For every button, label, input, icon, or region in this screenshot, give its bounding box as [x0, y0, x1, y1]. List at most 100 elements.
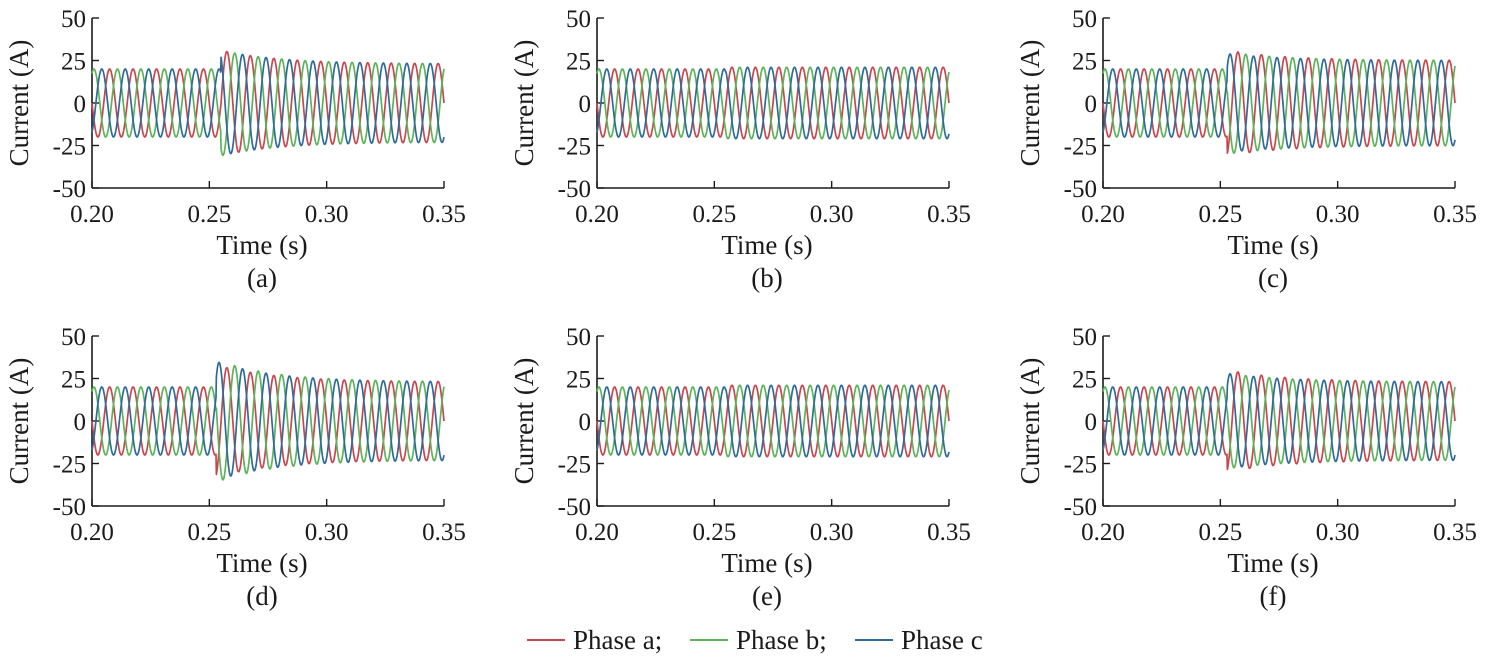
x-tick-label: 0.25 — [692, 201, 736, 228]
x-tick-label: 0.25 — [692, 519, 736, 546]
x-tick-label: 0.25 — [1198, 201, 1242, 228]
x-axis-label: Time (s) — [1227, 548, 1318, 578]
x-tick-label: 0.30 — [305, 201, 349, 228]
y-tick-label: 50 — [1072, 324, 1097, 351]
x-tick-label: 0.20 — [575, 201, 619, 228]
series-line-phase-b — [1102, 53, 1456, 154]
x-axis-label: Time (s) — [216, 230, 307, 260]
y-tick-label: -50 — [53, 176, 86, 203]
series-line-phase-c — [596, 384, 950, 458]
x-axis-label: Time (s) — [721, 548, 812, 578]
y-tick-label: 25 — [61, 49, 86, 76]
y-axis-label: Current (A) — [4, 40, 34, 167]
panel-label: (e) — [752, 581, 782, 611]
y-axis-label: Current (A) — [509, 358, 539, 485]
panel-label: (d) — [246, 581, 277, 611]
x-tick-label: 0.20 — [70, 519, 114, 546]
chart-panel-a: 50 25 0 -25 -500.20 0.25 0.30 0.35 Time (s) Curre… — [4, 6, 466, 293]
x-tick-label: 0.25 — [1198, 519, 1242, 546]
series-line-phase-c — [1102, 372, 1456, 468]
y-tick-label: -50 — [1064, 494, 1097, 521]
series-line-phase-a — [91, 50, 445, 154]
y-tick-label: 25 — [566, 367, 591, 394]
panel-label: (a) — [247, 263, 277, 293]
series-line-phase-c — [1102, 53, 1456, 152]
x-axis-label: Time (s) — [216, 548, 307, 578]
x-tick-label: 0.35 — [422, 201, 466, 228]
y-tick-label: -50 — [558, 176, 591, 203]
chart-panel-f: 50 25 0 -25 -500.20 0.25 0.30 0.35 Time (s) Curre… — [1015, 324, 1477, 611]
y-tick-label: -25 — [1064, 134, 1097, 161]
x-tick-label: 0.35 — [1433, 201, 1477, 228]
x-tick-label: 0.35 — [422, 519, 466, 546]
x-tick-label: 0.20 — [70, 201, 114, 228]
y-tick-label: 0 — [1085, 409, 1098, 436]
y-tick-label: 50 — [61, 324, 86, 351]
panel-label: (f) — [1260, 581, 1287, 611]
y-axis-label: Current (A) — [1015, 358, 1045, 485]
y-tick-label: 25 — [1072, 49, 1097, 76]
y-tick-label: 50 — [566, 324, 591, 351]
y-tick-label: 50 — [61, 6, 86, 33]
series-line-phase-b — [91, 52, 445, 157]
x-tick-label: 0.30 — [305, 519, 349, 546]
y-tick-label: -25 — [53, 134, 86, 161]
y-tick-label: -25 — [558, 134, 591, 161]
legend-label-phase-c: Phase c — [901, 625, 983, 655]
y-tick-label: 0 — [579, 91, 592, 118]
x-tick-label: 0.20 — [575, 519, 619, 546]
series-line-phase-b — [91, 364, 445, 481]
x-tick-label: 0.30 — [1316, 201, 1360, 228]
series-line-phase-b — [1102, 374, 1456, 469]
panel-label: (c) — [1258, 263, 1288, 293]
x-tick-label: 0.35 — [927, 519, 971, 546]
legend-label-phase-b: Phase b; — [736, 625, 827, 655]
y-tick-label: 0 — [74, 409, 87, 436]
series-line-phase-c — [91, 53, 445, 155]
y-axis-label: Current (A) — [509, 40, 539, 167]
x-axis-label: Time (s) — [1227, 230, 1318, 260]
y-tick-label: -25 — [53, 452, 86, 479]
y-tick-label: 0 — [579, 409, 592, 436]
y-tick-label: -25 — [1064, 452, 1097, 479]
y-tick-label: -50 — [558, 494, 591, 521]
x-tick-label: 0.35 — [1433, 519, 1477, 546]
series-line-phase-a — [1102, 371, 1456, 471]
chart-panel-d: 50 25 0 -25 -500.20 0.25 0.30 0.35 Time (s) Curre… — [4, 324, 466, 611]
series-line-phase-a — [91, 366, 445, 476]
x-tick-label: 0.25 — [187, 201, 231, 228]
series-line-phase-a — [596, 66, 950, 140]
y-axis-label: Current (A) — [4, 358, 34, 485]
chart-panel-c: 50 25 0 -25 -500.20 0.25 0.30 0.35 Time (s) Curre… — [1015, 6, 1477, 293]
series-line-phase-c — [91, 361, 445, 477]
y-tick-label: 50 — [566, 6, 591, 33]
x-tick-label: 0.20 — [1081, 519, 1125, 546]
chart-panel-b: 50 25 0 -25 -500.20 0.25 0.30 0.35 Time (s) Curre… — [509, 6, 971, 293]
y-tick-label: 25 — [1072, 367, 1097, 394]
chart-panel-e: 50 25 0 -25 -500.20 0.25 0.30 0.35 Time (s) Curre… — [509, 324, 971, 611]
x-tick-label: 0.25 — [187, 519, 231, 546]
legend: Phase a; Phase b; Phase c — [527, 625, 983, 655]
x-tick-label: 0.30 — [810, 519, 854, 546]
x-tick-label: 0.20 — [1081, 201, 1125, 228]
legend-label-phase-a: Phase a; — [573, 625, 662, 655]
series-line-phase-a — [1102, 51, 1456, 154]
x-tick-label: 0.30 — [810, 201, 854, 228]
x-tick-label: 0.35 — [927, 201, 971, 228]
x-axis-label: Time (s) — [721, 230, 812, 260]
y-tick-label: -50 — [1064, 176, 1097, 203]
series-line-phase-c — [596, 66, 950, 140]
series-line-phase-a — [596, 384, 950, 458]
x-tick-label: 0.30 — [1316, 519, 1360, 546]
panel-label: (b) — [751, 263, 782, 293]
y-axis-label: Current (A) — [1015, 40, 1045, 167]
y-tick-label: -50 — [53, 494, 86, 521]
y-tick-label: 0 — [74, 91, 87, 118]
series-line-phase-b — [596, 66, 950, 140]
y-tick-label: 0 — [1085, 91, 1098, 118]
series-line-phase-b — [596, 384, 950, 458]
y-tick-label: 25 — [566, 49, 591, 76]
y-tick-label: -25 — [558, 452, 591, 479]
